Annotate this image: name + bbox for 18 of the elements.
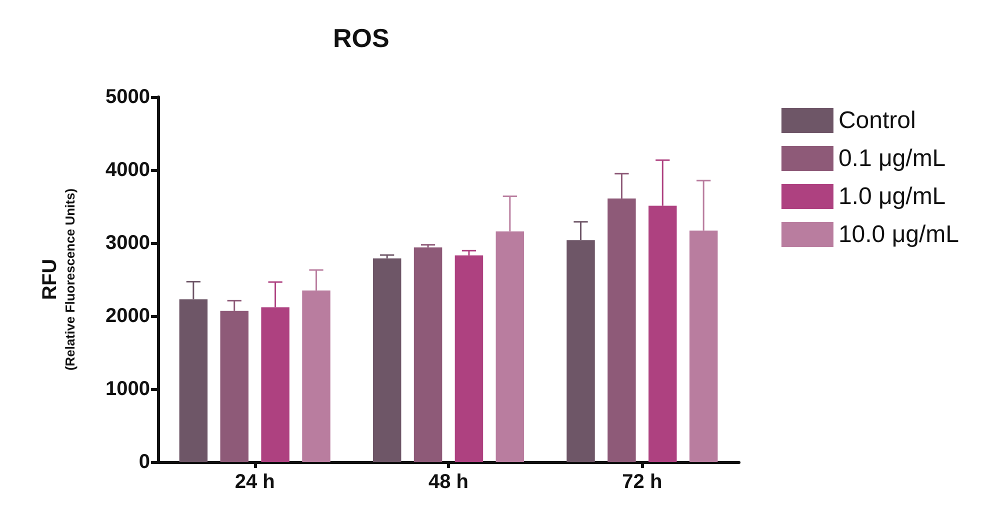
y-tick-label: 1000 [106,378,150,400]
legend-label: 0.1 μg/mL [838,145,946,172]
bar [372,258,402,462]
bar [454,255,484,462]
bar [414,247,442,462]
x-tick-label: 72 h [622,471,662,493]
y-tick-label: 5000 [106,86,150,108]
x-tick-label: 48 h [428,471,469,493]
legend-label: 1.0 μg/mL [838,183,946,210]
y-tick-label: 2000 [106,305,150,327]
x-tick-label: 24 h [234,471,275,493]
y-tick-label: 0 [138,451,150,473]
y-tick-label: 3000 [106,232,150,254]
legend-label: Control [838,107,916,134]
chart-title: ROS [333,23,390,53]
legend-label: 10.0 μg/mL [838,221,959,248]
y-tick-label: 4000 [106,159,150,181]
y-axis-title: RFU (Relative Fluorescence Units) [39,188,78,371]
